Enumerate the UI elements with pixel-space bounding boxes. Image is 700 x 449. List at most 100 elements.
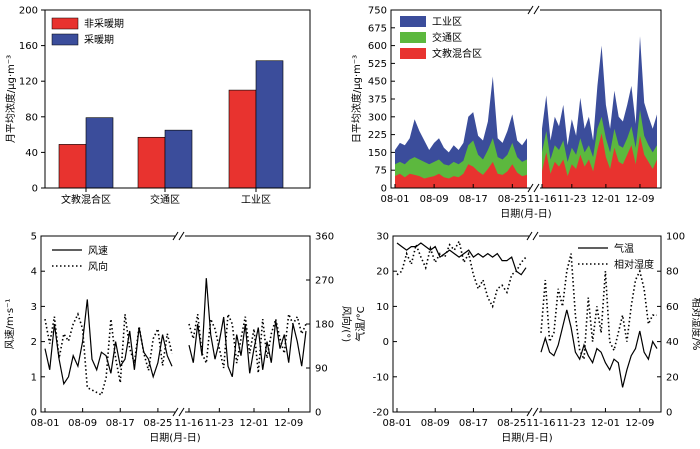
temp-legend-label-1: 相对湿度	[614, 258, 654, 271]
temp-plot-frame	[392, 235, 662, 413]
wind-x-tick-4: 11-16	[174, 418, 203, 429]
wind-yl-tick-4: 4	[31, 267, 37, 278]
area-y-tick-3: 225	[368, 130, 387, 141]
wind-series-1-part2	[188, 311, 307, 373]
bar-x-tick-1: 交通区	[150, 193, 180, 206]
bar-1-0	[85, 117, 114, 189]
temp-x-tick-1: 08-09	[421, 418, 450, 429]
bar-y-tick-4: 160	[19, 41, 38, 52]
area-legend-label-1: 交通区	[432, 31, 462, 44]
wind-x-tick-0: 08-01	[30, 418, 59, 429]
area-x-tick-4: 11-16	[527, 194, 556, 205]
wind-x-tick-6: 12-01	[239, 418, 268, 429]
wind-yr-tick-4: 360	[315, 232, 334, 243]
temp-y-ticks-right: 0 20 40 60 80 100	[657, 232, 685, 419]
area-x-axis-label: 日期(月-日)	[500, 208, 552, 220]
wind-yl-tick-2: 2	[31, 337, 37, 348]
area-y-tick-10: 750	[368, 6, 387, 17]
bar-y-tick-3: 120	[19, 77, 38, 88]
temp-yl-tick-4: 20	[376, 267, 389, 278]
area-y-ticks: 0 75 150 225 300 375 450 525 600 675 750	[368, 6, 395, 195]
wind-series-0-part1	[44, 299, 173, 386]
area-y-tick-6: 450	[368, 77, 387, 88]
wind-axis-break-marks	[172, 231, 185, 417]
bar-1-2	[255, 60, 284, 189]
bar-legend-label-1: 采暖期	[84, 33, 114, 46]
temp-yl-tick-3: 10	[376, 302, 389, 313]
bar-y-tick-2: 80	[25, 112, 38, 123]
bar-marks	[58, 60, 284, 189]
area-y-tick-5: 375	[368, 95, 387, 106]
temp-legend-label-0: 气温	[614, 242, 634, 255]
bar-1-1	[164, 129, 193, 189]
wind-yl-tick-5: 5	[31, 232, 37, 243]
area-y-tick-0: 0	[381, 184, 387, 195]
area-y-tick-7: 525	[368, 59, 387, 70]
area-y-tick-9: 675	[368, 23, 387, 34]
area-marks	[395, 36, 657, 188]
area-y-tick-4: 300	[368, 112, 387, 123]
area-legend-swatch-1	[400, 32, 426, 43]
wind-yr-tick-1: 90	[315, 364, 328, 375]
temp-x-tick-7: 12-09	[625, 418, 654, 429]
wind-y-ticks-left: 0 1 2 3 4 5	[31, 232, 45, 419]
area-y-axis-label: 日平均浓度/μg·m⁻³	[350, 55, 363, 143]
temp-x-tick-3: 08-25	[497, 418, 526, 429]
bar-x-tick-0: 文教混合区	[61, 193, 111, 206]
bar-y-tick-5: 200	[19, 6, 38, 17]
area-x-tick-2: 08-17	[459, 194, 488, 205]
bar-y-tick-1: 40	[25, 148, 38, 159]
temp-x-axis-label: 日期(月-日)	[501, 432, 553, 444]
wind-x-ticks: 08-01 08-09 08-17 08-25 11-16 11-23 12-01 12-09	[30, 408, 303, 429]
bar-legend-swatch-1	[51, 33, 79, 46]
temp-axis-break-marks	[526, 231, 539, 417]
temp-x-tick-4: 11-16	[526, 418, 555, 429]
temp-yl-tick-2: 0	[383, 337, 389, 348]
wind-x-tick-7: 12-09	[274, 418, 303, 429]
temp-yr-tick-3: 60	[666, 302, 679, 313]
bar-x-tick-2: 工业区	[241, 194, 271, 206]
area-legend-swatch-0	[400, 16, 426, 27]
temp-x-tick-6: 12-01	[591, 418, 620, 429]
temp-x-tick-5: 11-23	[557, 418, 586, 429]
bar-y-tick-0: 0	[32, 184, 38, 195]
area-x-ticks: 08-01 08-09 08-17 08-25 11-16 11-23 12-01 12-09	[380, 184, 654, 205]
area-y-tick-1: 75	[374, 166, 387, 177]
wind-legend: 风速 风向	[52, 245, 108, 273]
wind-yr-tick-3: 270	[315, 276, 334, 287]
temp-x-tick-0: 08-01	[382, 418, 411, 429]
temp-series-0-part2	[540, 309, 658, 388]
area-legend-label-2: 文教混合区	[432, 47, 482, 60]
wind-x-tick-2: 08-17	[106, 418, 135, 429]
area-y-tick-2: 150	[368, 148, 387, 159]
temp-y-axis-label-left: 气温/°C	[354, 306, 367, 341]
temp-marks	[396, 239, 658, 388]
temp-series-0-part1	[396, 242, 527, 276]
wind-yl-tick-0: 0	[31, 408, 37, 419]
temp-yr-tick-1: 20	[666, 372, 679, 383]
wind-x-axis-label: 日期(月-日)	[149, 432, 201, 444]
temp-legend: 气温 相对湿度	[578, 242, 654, 271]
area-series-2-part1	[395, 161, 527, 188]
wind-yr-tick-0: 0	[315, 408, 321, 419]
bar-y-axis-label: 月平均浓度/μg·m⁻³	[4, 55, 17, 143]
bar-0-0	[58, 144, 87, 189]
panel-wind: 0 1 2 3 4 5 0 90 180 270 360 08-01 08-09 08-17 08-25…	[4, 231, 353, 444]
wind-yl-tick-1: 1	[31, 372, 37, 383]
wind-marks	[44, 278, 307, 397]
area-x-tick-5: 11-23	[557, 194, 586, 205]
wind-y-ticks-right: 0 90 180 270 360	[306, 232, 334, 419]
bar-0-2	[228, 89, 257, 189]
area-series-2-part2	[542, 133, 657, 188]
temp-yr-tick-2: 40	[666, 337, 679, 348]
temp-series-1-part1	[396, 239, 527, 309]
area-x-tick-3: 08-25	[498, 194, 527, 205]
wind-plot-frame	[40, 235, 311, 413]
temp-x-tick-2: 08-17	[459, 418, 488, 429]
temp-yl-tick-1: -10	[373, 372, 389, 383]
area-legend-label-0: 工业区	[432, 16, 462, 28]
